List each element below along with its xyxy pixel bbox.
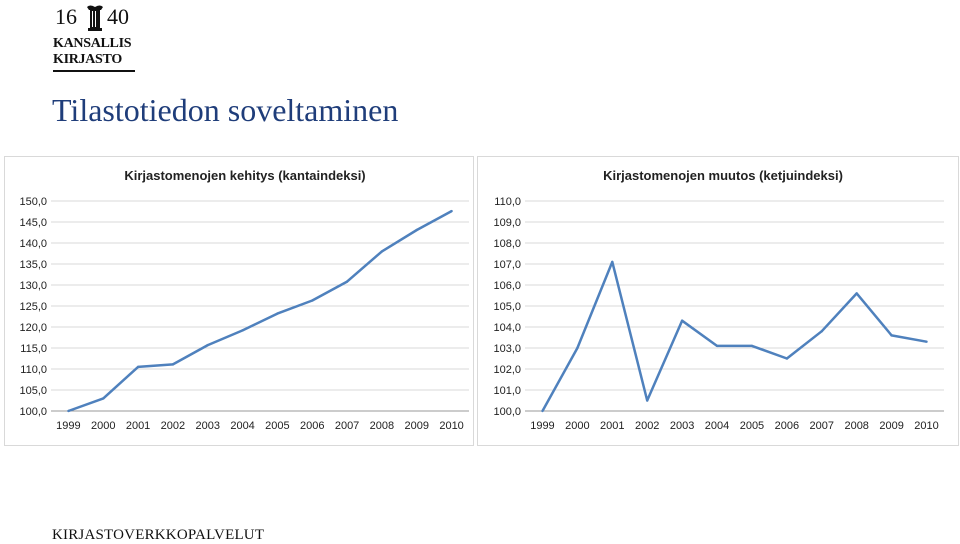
data-point	[785, 357, 789, 360]
x-tick-label: 2002	[635, 420, 659, 432]
footer-text: KIRJASTOVERKKOPALVELUT	[52, 527, 265, 543]
logo-text-line2: KIRJASTO	[53, 52, 122, 67]
chart-title: Kirjastomenojen muutos (ketjuindeksi)	[603, 168, 843, 183]
data-point	[576, 346, 579, 350]
data-point	[276, 312, 279, 315]
y-tick-label: 120,0	[19, 322, 47, 334]
x-tick-label: 2005	[740, 420, 764, 432]
x-tick-label: 2003	[670, 420, 694, 432]
data-point	[67, 409, 70, 413]
logo-text-line1: KANSALLIS	[53, 36, 132, 51]
chart-title: Kirjastomenojen kehitys (kantaindeksi)	[124, 168, 365, 183]
x-tick-label: 2001	[126, 420, 150, 432]
x-tick-label: 2010	[439, 420, 463, 432]
x-tick-label: 2004	[705, 420, 729, 432]
y-tick-label: 150,0	[19, 196, 47, 208]
y-tick-label: 104,0	[493, 322, 521, 334]
y-tick-label: 107,0	[493, 259, 521, 271]
y-tick-label: 145,0	[19, 217, 47, 229]
y-tick-label: 110,0	[20, 364, 47, 376]
series-line	[67, 210, 453, 413]
y-tick-label: 135,0	[19, 259, 47, 271]
data-point	[680, 319, 684, 322]
series-line	[541, 260, 927, 412]
x-tick-label: 2008	[844, 420, 868, 432]
y-tick-label: 101,0	[493, 385, 521, 397]
x-tick-label: 1999	[56, 420, 80, 432]
data-point	[646, 399, 649, 402]
y-tick-label: 115,0	[20, 343, 47, 355]
logo-rule	[53, 70, 135, 72]
chart-base-index-svg: Kirjastomenojen kehitys (kantaindeksi) 10…	[19, 168, 469, 432]
data-point	[450, 209, 453, 213]
logo-year-left: 16	[55, 4, 77, 29]
y-tick-label: 108,0	[493, 238, 521, 250]
x-tick-label: 2007	[335, 420, 359, 432]
y-tick-label: 105,0	[19, 385, 47, 397]
y-tick-label: 110,0	[494, 196, 521, 208]
x-tick-label: 1999	[530, 420, 554, 432]
y-tick-label: 125,0	[19, 301, 47, 313]
x-tick-label: 2007	[810, 420, 834, 432]
data-point	[855, 292, 858, 295]
data-point	[345, 280, 349, 283]
x-tick-label: 2009	[879, 420, 903, 432]
y-tick-label: 105,0	[493, 301, 521, 313]
x-tick-label: 2004	[230, 420, 254, 432]
data-point	[102, 397, 105, 400]
x-tick-label: 2005	[265, 420, 289, 432]
chart-chain-index: Kirjastomenojen muutos (ketjuindeksi) 100…	[477, 156, 959, 446]
column-icon	[87, 5, 103, 31]
x-tick-label: 2003	[196, 420, 220, 432]
data-point	[611, 260, 614, 264]
data-point	[925, 340, 928, 343]
x-tick-label: 2002	[161, 420, 185, 432]
y-tick-label: 130,0	[19, 280, 47, 292]
chart-chain-index-svg: Kirjastomenojen muutos (ketjuindeksi) 100…	[493, 168, 944, 432]
data-point	[750, 344, 754, 348]
y-tick-label: 100,0	[493, 406, 521, 418]
x-tick-label: 2010	[914, 420, 938, 432]
data-point	[206, 343, 209, 347]
x-tick-label: 2000	[91, 420, 115, 432]
y-tick-label: 140,0	[19, 238, 47, 250]
x-tick-label: 2001	[600, 420, 624, 432]
data-point	[136, 365, 140, 369]
x-tick-label: 2006	[775, 420, 799, 432]
logo: 16 40 KANSALLIS KIRJASTO	[53, 2, 137, 74]
x-tick-label: 2000	[565, 420, 589, 432]
data-point	[380, 250, 384, 253]
data-point	[171, 363, 175, 366]
y-tick-label: 106,0	[493, 280, 521, 292]
data-point	[541, 409, 544, 413]
x-tick-label: 2008	[370, 420, 394, 432]
x-tick-label: 2006	[300, 420, 324, 432]
data-point	[715, 344, 719, 348]
data-point	[311, 299, 314, 302]
page-title: Tilastotiedon soveltaminen	[52, 92, 399, 128]
logo-year-right: 40	[107, 4, 129, 29]
chart-base-index: Kirjastomenojen kehitys (kantaindeksi) 10…	[4, 156, 474, 446]
y-tick-label: 100,0	[19, 406, 47, 418]
y-tick-label: 103,0	[493, 343, 521, 355]
x-tick-label: 2009	[405, 420, 429, 432]
data-point	[415, 228, 418, 232]
data-point	[820, 330, 823, 333]
y-tick-label: 102,0	[493, 364, 521, 376]
data-point	[241, 329, 244, 332]
y-tick-label: 109,0	[493, 217, 521, 229]
data-point	[890, 334, 893, 337]
